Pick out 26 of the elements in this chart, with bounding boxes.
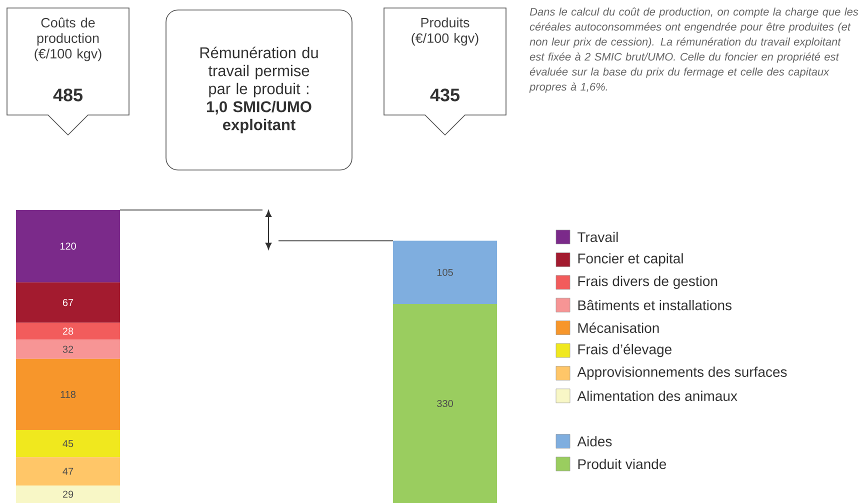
- text: Rémunération du travail permise par le produit : 1,0 SMIC/UMO exploitant: [200, 46, 318, 134]
- legend-label: Frais d’élevage: [578, 344, 672, 358]
- data-label: 120: [60, 242, 76, 250]
- data-label: 28: [62, 328, 74, 335]
- data-label: 118: [60, 390, 76, 398]
- legend-label: Produit viande: [578, 458, 666, 470]
- data-label: 105: [437, 268, 453, 276]
- text: Dans le calcul du coût de production, on compte la charge que les céréales autoconsommées ont engendrée pour être produites (et non leur prix de cession). La rémunération du travail exploitant est fixée à 2 SMIC brut/UMO. Celle du foncier en propriété est évaluée sur la base du prix du fermage et celle des capitaux propres à 1,6%.: [529, 8, 858, 93]
- legend-label: Bâtiments et installations: [578, 300, 732, 310]
- data-label: 330: [437, 400, 453, 408]
- text: 485: [53, 88, 83, 102]
- data-label: 32: [62, 346, 74, 353]
- legend-label: Alimentation des animaux: [577, 390, 738, 402]
- legend-label: Mécanisation: [578, 322, 659, 334]
- data-label: 45: [62, 440, 74, 448]
- legend-label: Aides: [577, 436, 612, 446]
- data-label: 67: [62, 298, 74, 306]
- text: 435: [430, 88, 460, 102]
- legend-label: Foncier et capital: [578, 253, 683, 266]
- legend-label: Frais divers de gestion: [578, 276, 718, 289]
- legend-label: Travail: [578, 232, 618, 242]
- legend-label: Approvisionnements des surfaces: [577, 366, 787, 380]
- x-tick-label: Coûts de production (€/100 kgv): [34, 18, 102, 62]
- data-label: 47: [62, 468, 74, 475]
- x-tick-label: Produits (€/100 kgv): [412, 18, 478, 46]
- data-label: 29: [62, 490, 74, 498]
